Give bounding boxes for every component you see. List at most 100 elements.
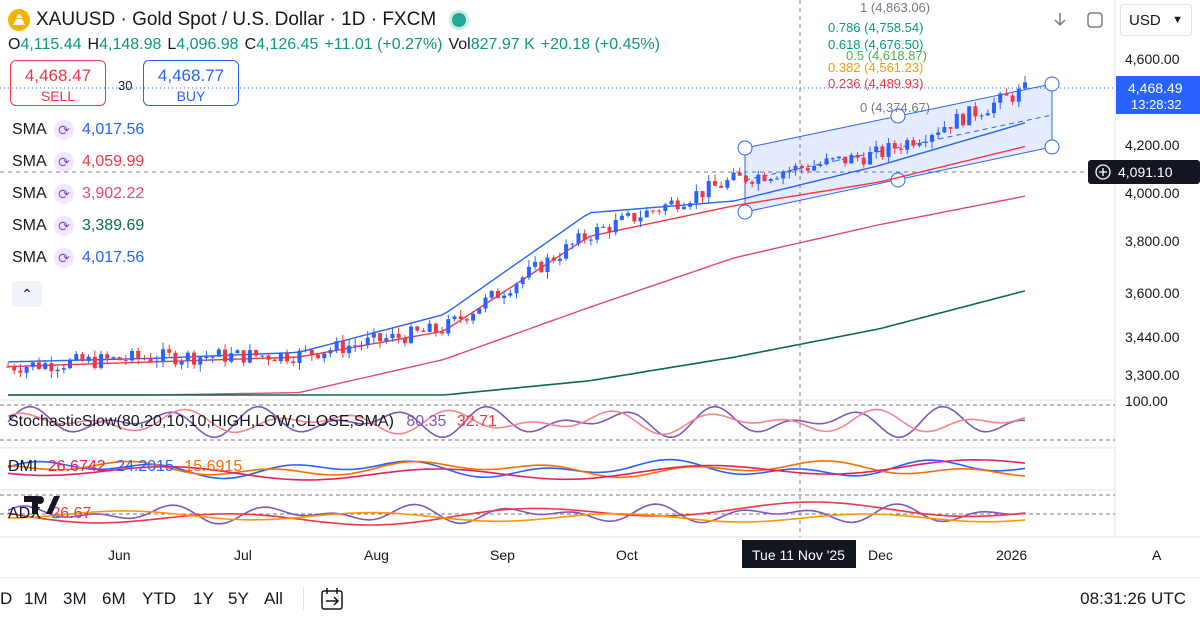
timeframe-d[interactable]: D: [0, 589, 13, 608]
auto-scale-button[interactable]: A: [1152, 547, 1162, 563]
sma-legend-row-2[interactable]: SMA ⟳ 4,059.99: [12, 150, 144, 174]
fib-retracement-labels: 1 (4,863.06) 0.786 (4,758.54) 0.618 (4,6…: [828, 0, 930, 115]
candle-body: [533, 261, 538, 267]
candle-body: [570, 243, 575, 245]
candle-body: [136, 350, 141, 359]
sell-label: SELL: [40, 88, 76, 104]
candle-body: [452, 316, 457, 320]
candle-body: [737, 172, 742, 176]
timeframe-5y[interactable]: 5Y: [228, 589, 249, 608]
candle-body: [204, 356, 209, 358]
sma-settings-icon[interactable]: ⟳: [54, 120, 74, 140]
candle-body: [539, 261, 544, 273]
candle-body: [818, 164, 823, 167]
buy-price: 4,468.77: [157, 66, 225, 85]
candle-body: [836, 156, 841, 159]
timeframe-1y[interactable]: 1Y: [193, 589, 214, 608]
channel-handle: [890, 108, 906, 124]
candle-body: [669, 200, 674, 205]
symbol-title[interactable]: XAUUSD · Gold Spot / U.S. Dollar · 1D · …: [36, 9, 437, 30]
fullscreen-icon[interactable]: [1085, 10, 1105, 30]
candle-body: [440, 332, 445, 334]
candle-body: [192, 352, 197, 365]
clock-utc[interactable]: 08:31:26 UTC: [1080, 589, 1186, 608]
candle-body: [861, 157, 866, 165]
stoch-legend[interactable]: StochasticSlow(80,20,10,10,HIGH,LOW,CLOS…: [8, 413, 497, 431]
timeframe-all[interactable]: All: [264, 589, 283, 608]
candle-body: [1023, 82, 1027, 89]
candle-body: [582, 233, 587, 240]
candle-body: [291, 361, 296, 363]
fib-level-0786: 0.786 (4,758.54): [828, 20, 923, 35]
fib-level-1: 1 (4,863.06): [860, 0, 930, 15]
candle-body: [111, 357, 116, 359]
chevron-down-icon: ▼: [1172, 14, 1183, 26]
candle-body: [917, 142, 922, 146]
sma-settings-icon[interactable]: ⟳: [54, 248, 74, 268]
candle-body: [18, 370, 23, 373]
candle-body: [148, 358, 153, 362]
candle-body: [898, 148, 903, 150]
candle-body: [285, 353, 290, 362]
fib-level-0618: 0.618 (4,676.50): [828, 37, 923, 52]
currency-select[interactable]: USD ▼: [1120, 4, 1192, 36]
candle-body: [130, 350, 135, 361]
crosshair-date: Tue 11 Nov '25: [752, 547, 845, 563]
candle-body: [719, 185, 724, 188]
candle-body: [384, 338, 389, 342]
ohlc-close: C4,126.45: [244, 36, 319, 53]
candle-body: [254, 350, 259, 356]
candle-body: [929, 134, 934, 142]
sma-legend-row-3[interactable]: SMA ⟳ 3,902.22: [12, 182, 144, 206]
sma-name: SMA: [12, 249, 47, 266]
time-tick: 2026: [996, 547, 1027, 563]
sma-settings-icon[interactable]: ⟳: [54, 184, 74, 204]
candle-body: [613, 219, 618, 233]
candle-body: [198, 357, 203, 365]
price-tick: 3,600.00: [1125, 285, 1180, 301]
candle-body: [303, 349, 308, 351]
go-to-date-icon[interactable]: [320, 586, 346, 612]
timeframe-3m[interactable]: 3M: [63, 589, 87, 608]
candle-body: [353, 345, 358, 347]
sma-legend-row-5[interactable]: SMA ⟳ 4,017.56: [12, 246, 144, 270]
candle-body: [632, 213, 637, 222]
adx-signal-line: [7, 510, 1026, 523]
candle-body: [12, 366, 17, 371]
candle-body: [433, 323, 438, 333]
time-tick: Dec: [868, 547, 893, 563]
candle-body: [24, 366, 29, 373]
candle-body: [458, 316, 463, 320]
timeframe-ytd[interactable]: YTD: [142, 589, 176, 608]
collapse-legend-button[interactable]: ⌃: [12, 281, 42, 307]
dmi-minus-value: 15.6915: [184, 458, 243, 475]
dmi-legend[interactable]: DMI 26.6742 24.2015 15.6915: [8, 458, 242, 476]
adx-legend[interactable]: ADX 26.67: [8, 505, 91, 523]
sma-settings-icon[interactable]: ⟳: [54, 152, 74, 172]
down-arrow-icon[interactable]: [1050, 10, 1070, 30]
candle-body: [601, 226, 606, 228]
candle-body: [142, 358, 147, 360]
candle-body: [185, 352, 190, 362]
stoch-k-line: [7, 405, 1025, 439]
timeframe-6m[interactable]: 6M: [102, 589, 126, 608]
timeframe-1m[interactable]: 1M: [24, 589, 48, 608]
candle-body: [30, 362, 35, 367]
sma-legend-row-4[interactable]: SMA ⟳ 3,389.69: [12, 214, 144, 238]
sell-button[interactable]: 4,468.47 SELL: [10, 60, 106, 106]
candle-body: [402, 337, 407, 344]
stoch-label: StochasticSlow(80,20,10,10,HIGH,LOW,CLOS…: [8, 413, 394, 430]
candle-body: [545, 257, 550, 273]
plus-icon: [1095, 164, 1111, 180]
sma-value: 3,902.22: [82, 185, 145, 202]
currency-label: USD: [1129, 11, 1161, 29]
buy-button[interactable]: 4,468.77 BUY: [143, 60, 239, 106]
candle-body: [867, 152, 872, 165]
candle-body: [508, 293, 513, 296]
sma-settings-icon[interactable]: ⟳: [54, 216, 74, 236]
candle-body: [316, 354, 321, 359]
candle-body: [371, 333, 376, 338]
candle-body: [681, 206, 686, 210]
sma-legend-row-1[interactable]: SMA ⟳ 4,017.56: [12, 118, 144, 142]
